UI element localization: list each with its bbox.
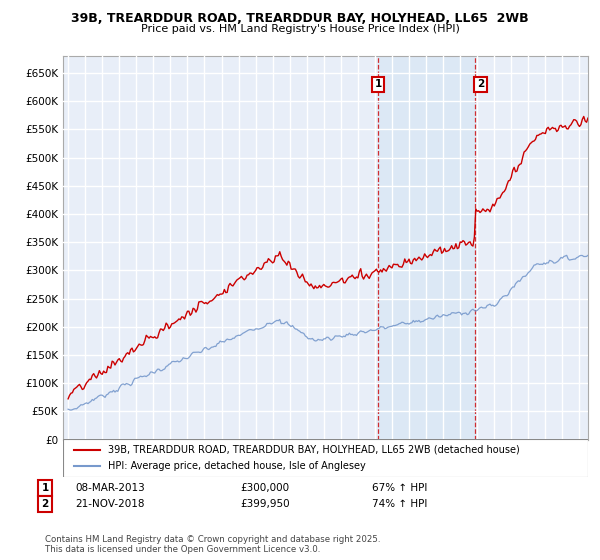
Text: 2: 2 bbox=[41, 499, 49, 509]
Text: 74% ↑ HPI: 74% ↑ HPI bbox=[372, 499, 427, 509]
Text: 67% ↑ HPI: 67% ↑ HPI bbox=[372, 483, 427, 493]
Text: HPI: Average price, detached house, Isle of Anglesey: HPI: Average price, detached house, Isle… bbox=[107, 461, 365, 472]
Text: 1: 1 bbox=[374, 79, 382, 89]
Text: 21-NOV-2018: 21-NOV-2018 bbox=[75, 499, 145, 509]
Text: £399,950: £399,950 bbox=[240, 499, 290, 509]
Text: Price paid vs. HM Land Registry's House Price Index (HPI): Price paid vs. HM Land Registry's House … bbox=[140, 24, 460, 34]
Text: Contains HM Land Registry data © Crown copyright and database right 2025.
This d: Contains HM Land Registry data © Crown c… bbox=[45, 535, 380, 554]
Bar bbox=[378, 56, 475, 440]
Text: 1: 1 bbox=[41, 483, 49, 493]
Text: 2: 2 bbox=[477, 79, 484, 89]
Text: £300,000: £300,000 bbox=[240, 483, 289, 493]
Text: 39B, TREARDDUR ROAD, TREARDDUR BAY, HOLYHEAD, LL65 2WB (detached house): 39B, TREARDDUR ROAD, TREARDDUR BAY, HOLY… bbox=[107, 445, 520, 455]
Text: 39B, TREARDDUR ROAD, TREARDDUR BAY, HOLYHEAD, LL65  2WB: 39B, TREARDDUR ROAD, TREARDDUR BAY, HOLY… bbox=[71, 12, 529, 25]
Text: 08-MAR-2013: 08-MAR-2013 bbox=[75, 483, 145, 493]
